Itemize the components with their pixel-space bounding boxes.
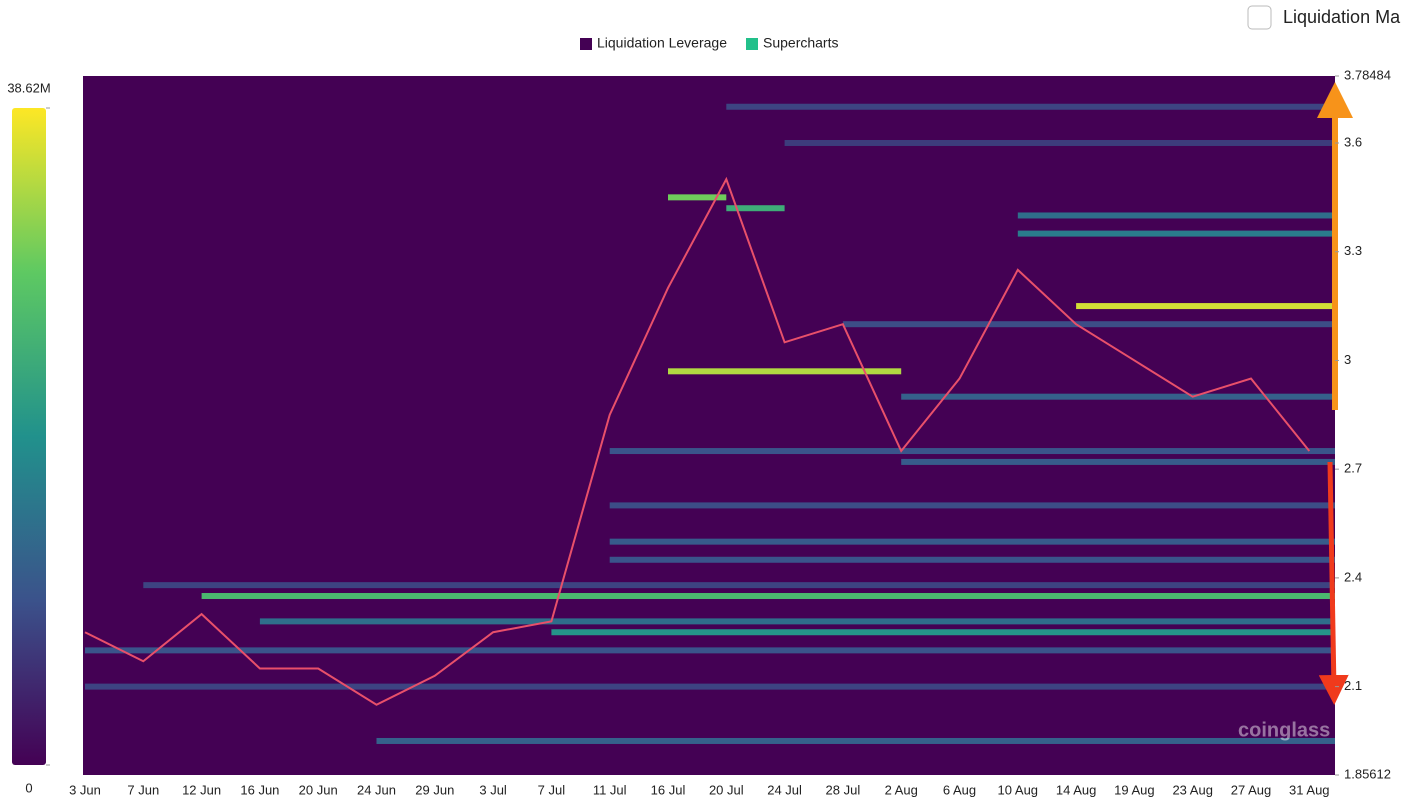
y-tick-label: 1.85612 — [1344, 766, 1391, 781]
x-tick-label: 3 Jul — [479, 782, 507, 797]
liquidation-level — [201, 593, 1336, 600]
liquidation-level — [842, 321, 1335, 328]
heatmap-background — [83, 76, 1335, 775]
y-tick-label: 3 — [1344, 352, 1351, 367]
liquidation-level — [551, 629, 1335, 636]
x-tick-label: 10 Aug — [998, 782, 1039, 797]
y-tick-label: 3.78484 — [1344, 67, 1391, 82]
legend-label: Liquidation Leverage — [597, 35, 727, 51]
x-tick-label: 3 Jun — [69, 782, 101, 797]
y-tick-label: 3.3 — [1344, 243, 1362, 258]
x-tick-label: 29 Jun — [415, 782, 454, 797]
watermark: coinglass — [1238, 719, 1330, 741]
liquidation-level — [609, 502, 1335, 509]
x-tick-label: 31 Aug — [1289, 782, 1330, 797]
colorbar-label: 38.62M — [7, 80, 50, 95]
toggle-label[interactable]: Liquidation Ma — [1283, 7, 1401, 27]
y-tick-label: 2.7 — [1344, 461, 1362, 476]
x-tick-label: 16 Jun — [240, 782, 279, 797]
liquidation-level — [609, 448, 1335, 455]
x-tick-label: 24 Jun — [357, 782, 396, 797]
liquidation-level — [1017, 230, 1335, 237]
x-tick-label: 7 Jul — [538, 782, 566, 797]
y-tick-label: 3.6 — [1344, 134, 1362, 149]
x-tick-label: 14 Aug — [1056, 782, 1097, 797]
x-tick-label: 2 Aug — [885, 782, 918, 797]
liquidation-level — [609, 556, 1335, 563]
x-tick-label: 19 Aug — [1114, 782, 1155, 797]
colorbar-label: 0 — [25, 780, 32, 795]
x-tick-label: 20 Jun — [299, 782, 338, 797]
liquidation-level — [259, 618, 1335, 625]
down-arrow — [1318, 461, 1349, 705]
x-tick-label: 28 Jul — [826, 782, 861, 797]
liquidation-level — [901, 393, 1335, 400]
x-tick-label: 24 Jul — [767, 782, 802, 797]
x-tick-label: 11 Jul — [593, 782, 627, 797]
liquidation-level — [143, 582, 1335, 589]
price-line — [84, 176, 1311, 706]
legend-swatch — [580, 38, 592, 50]
x-tick-label: 16 Jul — [651, 782, 686, 797]
y-tick-label: 2.1 — [1344, 678, 1362, 693]
x-tick-label: 27 Aug — [1231, 782, 1272, 797]
liquidation-level — [668, 368, 902, 375]
liquidation-level — [901, 458, 1335, 465]
liquidation-level — [668, 194, 727, 201]
liquidation-level — [376, 737, 1335, 744]
liquidation-level — [609, 538, 1335, 545]
x-tick-label: 20 Jul — [709, 782, 744, 797]
liquidation-level — [726, 103, 1335, 110]
liquidation-level — [85, 683, 1335, 690]
liquidation-level — [1017, 212, 1335, 219]
liquidation-level — [784, 139, 1335, 146]
liquidation-level — [85, 647, 1335, 654]
x-tick-label: 23 Aug — [1172, 782, 1213, 797]
y-tick-label: 2.4 — [1344, 569, 1362, 584]
x-tick-label: 6 Aug — [943, 782, 976, 797]
x-tick-label: 7 Jun — [127, 782, 159, 797]
liquidation-level — [1076, 303, 1335, 310]
checkbox[interactable] — [1247, 5, 1272, 30]
x-tick-label: 12 Jun — [182, 782, 221, 797]
toggle-clip: Liquidation Ma — [1283, 7, 1401, 27]
liquidation-level — [726, 205, 785, 212]
legend-label: Supercharts — [763, 35, 838, 51]
colorbar — [12, 108, 46, 765]
legend-swatch — [746, 38, 758, 50]
